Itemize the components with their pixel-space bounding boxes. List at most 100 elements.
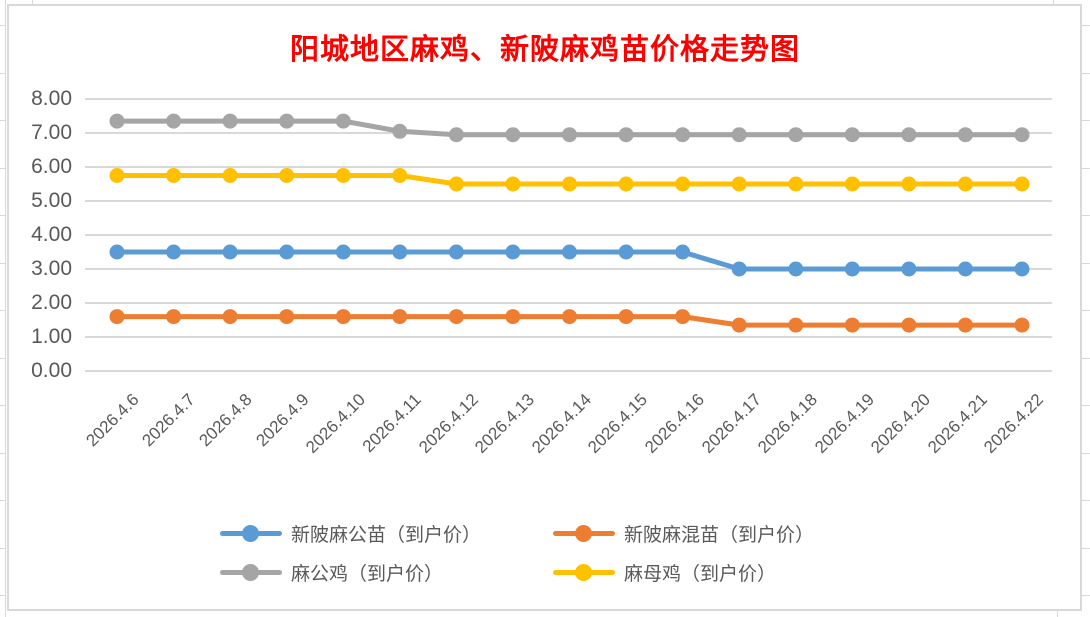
data-point <box>166 168 182 183</box>
sheet-gridline <box>1082 263 1090 264</box>
data-point <box>222 244 238 260</box>
data-point <box>562 244 577 260</box>
legend-marker-icon <box>220 522 282 544</box>
data-point <box>788 317 804 333</box>
legend-item-label: 麻公鸡（到户价） <box>291 563 444 585</box>
sheet-gridline <box>1082 358 1090 359</box>
sheet-gridline <box>0 405 5 406</box>
data-point <box>675 309 691 325</box>
y-axis-tick-label: 5.00 <box>31 189 72 212</box>
data-point <box>957 176 973 192</box>
data-point <box>844 317 860 333</box>
data-point <box>1014 176 1030 192</box>
data-point <box>279 113 295 129</box>
chart-area <box>7 4 1082 611</box>
sheet-gridline <box>1082 500 1090 501</box>
data-point <box>618 176 634 192</box>
y-gridline <box>85 302 1052 304</box>
data-point <box>166 244 182 260</box>
data-point <box>392 309 408 325</box>
sheet-gridline <box>0 310 5 311</box>
sheet-gridline <box>1082 215 1090 216</box>
y-axis-tick-label: 4.00 <box>31 223 72 246</box>
sheet-gridline <box>0 263 5 264</box>
data-point <box>109 244 125 260</box>
y-gridline <box>85 336 1052 338</box>
data-point <box>957 317 973 333</box>
data-point <box>222 113 238 129</box>
data-point <box>1014 127 1030 143</box>
data-point <box>562 127 577 143</box>
data-point <box>279 244 295 260</box>
sheet-gridline <box>0 120 5 121</box>
sheet-gridline <box>0 453 5 454</box>
legend-item-label: 新陂麻混苗（到户价） <box>624 524 815 546</box>
legend-dot-icon <box>575 564 592 581</box>
data-point <box>788 127 804 143</box>
sheet-gridline <box>1082 548 1090 549</box>
data-point <box>222 309 238 325</box>
legend-item: 新陂麻公苗（到户价） <box>220 522 482 546</box>
sheet-gridline <box>0 358 5 359</box>
data-point <box>731 261 747 277</box>
sheet-gridline <box>0 168 5 169</box>
data-point <box>109 168 125 183</box>
sheet-gridline <box>1082 405 1090 406</box>
legend-dot-icon <box>575 525 592 542</box>
legend-marker-icon <box>553 561 615 583</box>
legend-marker-icon <box>220 561 282 583</box>
data-point <box>505 244 521 260</box>
data-point <box>618 309 634 325</box>
legend-item-label: 新陂麻公苗（到户价） <box>291 524 482 546</box>
y-axis-tick-label: 8.00 <box>31 87 72 110</box>
data-point <box>957 261 973 277</box>
sheet-gridline <box>0 73 5 74</box>
y-axis-tick-label: 1.00 <box>31 325 72 348</box>
sheet-gridline <box>1053 0 1054 4</box>
sheet-gridline <box>1082 25 1090 26</box>
data-point <box>505 176 521 192</box>
data-point <box>562 176 577 192</box>
data-point <box>731 127 747 143</box>
data-point <box>279 168 295 183</box>
data-point <box>731 176 747 192</box>
data-point <box>109 113 125 129</box>
data-point <box>901 176 917 192</box>
data-point <box>166 113 182 129</box>
sheet-gridline <box>0 548 5 549</box>
data-point <box>448 127 464 143</box>
y-gridline <box>85 98 1052 100</box>
data-point <box>392 168 408 183</box>
y-axis-tick-label: 0.00 <box>31 359 72 382</box>
y-gridline <box>85 166 1052 168</box>
data-point <box>957 127 973 143</box>
data-point <box>618 127 634 143</box>
data-point <box>279 309 295 325</box>
data-point <box>166 309 182 325</box>
data-point <box>222 168 238 183</box>
data-point <box>675 176 691 192</box>
data-point <box>901 127 917 143</box>
y-gridline <box>85 370 1052 372</box>
data-point <box>788 261 804 277</box>
data-point <box>448 176 464 192</box>
legend-item: 麻母鸡（到户价） <box>553 561 777 585</box>
legend-dot-icon <box>242 564 259 581</box>
data-point <box>844 176 860 192</box>
legend-item-label: 麻母鸡（到户价） <box>624 563 777 585</box>
data-point <box>1014 261 1030 277</box>
sheet-gridline <box>1082 310 1090 311</box>
chart-title: 阳城地区麻鸡、新陂麻鸡苗价格走势图 <box>289 34 800 66</box>
y-gridline <box>85 200 1052 202</box>
data-point <box>505 309 521 325</box>
sheet-gridline <box>1082 453 1090 454</box>
sheet-gridline <box>0 595 5 596</box>
data-point <box>335 168 351 183</box>
y-gridline <box>85 234 1052 236</box>
data-point <box>731 317 747 333</box>
y-axis-tick-label: 2.00 <box>31 291 72 314</box>
data-point <box>335 309 351 325</box>
sheet-gridline <box>1082 73 1090 74</box>
